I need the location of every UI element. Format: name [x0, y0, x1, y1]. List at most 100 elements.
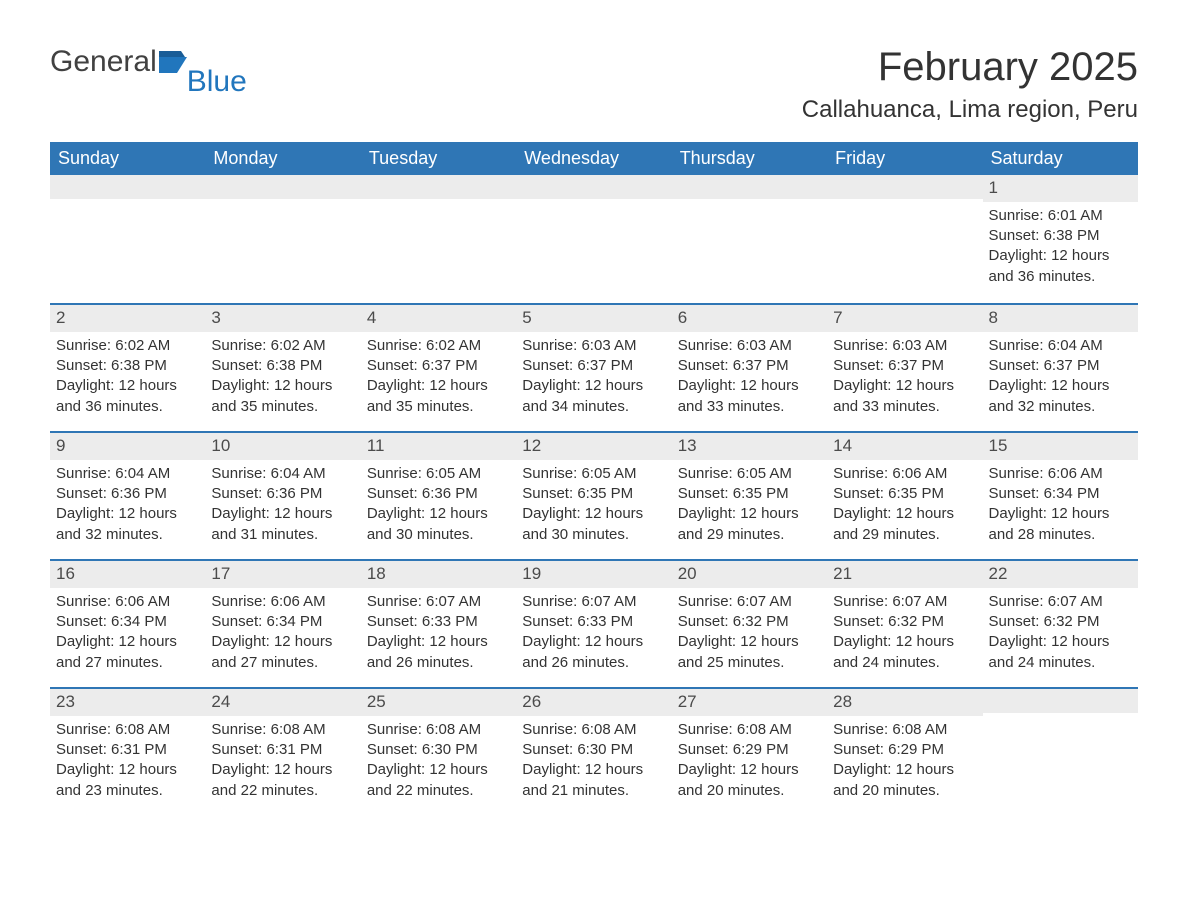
sunrise-line: Sunrise: 6:05 AM [367, 464, 510, 484]
day-details: Sunrise: 6:04 AMSunset: 6:36 PMDaylight:… [50, 460, 205, 555]
day-details: Sunrise: 6:03 AMSunset: 6:37 PMDaylight:… [516, 332, 671, 427]
calendar-day: 8Sunrise: 6:04 AMSunset: 6:37 PMDaylight… [983, 305, 1138, 431]
sunrise-line-value: 6:06 AM [271, 593, 326, 610]
sunrise-line-value: 6:01 AM [1048, 207, 1103, 224]
daylight-line-label: Daylight: [56, 761, 114, 778]
sunset-line-label: Sunset: [367, 613, 418, 630]
title-block: February 2025 Callahuanca, Lima region, … [802, 45, 1138, 124]
sunset-line-value: 6:31 PM [111, 741, 167, 758]
sunset-line-label: Sunset: [522, 613, 573, 630]
daylight-line-label: Daylight: [56, 505, 114, 522]
day-details: Sunrise: 6:08 AMSunset: 6:31 PMDaylight:… [205, 716, 360, 811]
daylight-line: Daylight: 12 hours and 34 minutes. [522, 376, 665, 417]
calendar-week: 2Sunrise: 6:02 AMSunset: 6:38 PMDaylight… [50, 303, 1138, 431]
calendar-day: 26Sunrise: 6:08 AMSunset: 6:30 PMDayligh… [516, 689, 671, 815]
calendar-week: 1Sunrise: 6:01 AMSunset: 6:38 PMDaylight… [50, 175, 1138, 303]
sunset-line-value: 6:36 PM [422, 485, 478, 502]
daylight-line-label: Daylight: [833, 505, 891, 522]
daylight-line-label: Daylight: [522, 377, 580, 394]
day-details: Sunrise: 6:04 AMSunset: 6:37 PMDaylight:… [983, 332, 1138, 427]
calendar-empty-cell [50, 175, 205, 303]
sunset-line-value: 6:38 PM [1044, 227, 1100, 244]
sunset-line-value: 6:30 PM [422, 741, 478, 758]
daylight-line-label: Daylight: [211, 505, 269, 522]
sunset-line-label: Sunset: [522, 357, 573, 374]
daylight-line-label: Daylight: [833, 633, 891, 650]
calendar-day: 5Sunrise: 6:03 AMSunset: 6:37 PMDaylight… [516, 305, 671, 431]
day-details: Sunrise: 6:02 AMSunset: 6:38 PMDaylight:… [205, 332, 360, 427]
day-number: 13 [672, 433, 827, 460]
day-number [516, 175, 671, 199]
sunset-line-label: Sunset: [56, 613, 107, 630]
day-details: Sunrise: 6:07 AMSunset: 6:32 PMDaylight:… [672, 588, 827, 683]
day-number: 17 [205, 561, 360, 588]
sunset-line-value: 6:38 PM [266, 357, 322, 374]
calendar-day: 4Sunrise: 6:02 AMSunset: 6:37 PMDaylight… [361, 305, 516, 431]
sunset-line-label: Sunset: [989, 227, 1040, 244]
daylight-line: Daylight: 12 hours and 30 minutes. [522, 504, 665, 545]
day-number: 20 [672, 561, 827, 588]
day-number: 22 [983, 561, 1138, 588]
daylight-line: Daylight: 12 hours and 28 minutes. [989, 504, 1132, 545]
day-details: Sunrise: 6:02 AMSunset: 6:38 PMDaylight:… [50, 332, 205, 427]
daylight-line: Daylight: 12 hours and 24 minutes. [833, 632, 976, 673]
sunset-line: Sunset: 6:38 PM [989, 226, 1132, 246]
sunset-line: Sunset: 6:33 PM [522, 612, 665, 632]
sunrise-line-value: 6:02 AM [271, 337, 326, 354]
sunset-line-label: Sunset: [989, 485, 1040, 502]
sunrise-line-label: Sunrise: [833, 337, 888, 354]
sunrise-line-value: 6:03 AM [737, 337, 792, 354]
day-number: 8 [983, 305, 1138, 332]
sunrise-line-value: 6:05 AM [426, 465, 481, 482]
sunset-line: Sunset: 6:34 PM [989, 484, 1132, 504]
sunrise-line-value: 6:03 AM [892, 337, 947, 354]
daylight-line-label: Daylight: [211, 761, 269, 778]
sunrise-line-label: Sunrise: [989, 593, 1044, 610]
sunrise-line-label: Sunrise: [367, 593, 422, 610]
calendar-day: 13Sunrise: 6:05 AMSunset: 6:35 PMDayligh… [672, 433, 827, 559]
sunset-line: Sunset: 6:33 PM [367, 612, 510, 632]
sunset-line: Sunset: 6:36 PM [367, 484, 510, 504]
calendar-day: 19Sunrise: 6:07 AMSunset: 6:33 PMDayligh… [516, 561, 671, 687]
sunrise-line-value: 6:07 AM [1048, 593, 1103, 610]
sunset-line-value: 6:29 PM [733, 741, 789, 758]
day-details: Sunrise: 6:07 AMSunset: 6:33 PMDaylight:… [361, 588, 516, 683]
daylight-line-label: Daylight: [367, 761, 425, 778]
sunset-line-value: 6:34 PM [266, 613, 322, 630]
sunset-line: Sunset: 6:36 PM [211, 484, 354, 504]
sunrise-line: Sunrise: 6:08 AM [678, 720, 821, 740]
sunset-line: Sunset: 6:32 PM [833, 612, 976, 632]
brand-text-blue: Blue [187, 65, 247, 99]
sunrise-line-label: Sunrise: [522, 337, 577, 354]
daylight-line-label: Daylight: [56, 633, 114, 650]
sunset-line-value: 6:36 PM [266, 485, 322, 502]
sunrise-line-value: 6:04 AM [271, 465, 326, 482]
day-number [827, 175, 982, 199]
day-number: 27 [672, 689, 827, 716]
calendar-empty-cell [827, 175, 982, 303]
sunset-line: Sunset: 6:34 PM [56, 612, 199, 632]
calendar-day: 24Sunrise: 6:08 AMSunset: 6:31 PMDayligh… [205, 689, 360, 815]
sunset-line-value: 6:33 PM [577, 613, 633, 630]
sunset-line: Sunset: 6:32 PM [678, 612, 821, 632]
day-number: 19 [516, 561, 671, 588]
calendar-day: 3Sunrise: 6:02 AMSunset: 6:38 PMDaylight… [205, 305, 360, 431]
sunset-line: Sunset: 6:37 PM [367, 356, 510, 376]
sunrise-line-value: 6:02 AM [426, 337, 481, 354]
sunrise-line-label: Sunrise: [211, 721, 266, 738]
calendar-day: 15Sunrise: 6:06 AMSunset: 6:34 PMDayligh… [983, 433, 1138, 559]
daylight-line: Daylight: 12 hours and 31 minutes. [211, 504, 354, 545]
calendar-day: 12Sunrise: 6:05 AMSunset: 6:35 PMDayligh… [516, 433, 671, 559]
day-number: 16 [50, 561, 205, 588]
calendar-day: 9Sunrise: 6:04 AMSunset: 6:36 PMDaylight… [50, 433, 205, 559]
weekday-header: Tuesday [361, 142, 516, 175]
sunset-line-value: 6:37 PM [1044, 357, 1100, 374]
sunrise-line-label: Sunrise: [522, 465, 577, 482]
daylight-line-label: Daylight: [989, 247, 1047, 264]
day-number [361, 175, 516, 199]
sunrise-line: Sunrise: 6:03 AM [833, 336, 976, 356]
day-number: 24 [205, 689, 360, 716]
day-details: Sunrise: 6:05 AMSunset: 6:35 PMDaylight:… [672, 460, 827, 555]
sunrise-line: Sunrise: 6:06 AM [56, 592, 199, 612]
calendar-empty-cell [361, 175, 516, 303]
